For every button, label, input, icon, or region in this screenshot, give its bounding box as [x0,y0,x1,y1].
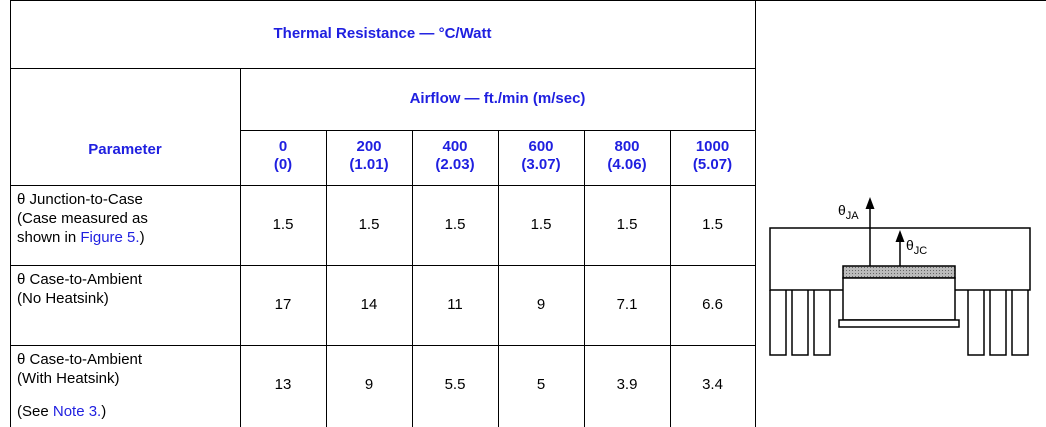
cell-value: 14 [360,296,378,313]
column-ms: (2.03) [435,156,475,173]
column-flow: 600 [528,138,554,155]
border [10,185,755,186]
ref-link[interactable]: Figure 5. [80,229,140,246]
parameter-text: θ Junction-to-Case [17,191,143,208]
border [755,0,756,427]
border [584,130,585,427]
heat-spreader [842,265,956,279]
border [10,345,755,346]
cell-value: 9 [536,296,546,313]
cell-value: 1.5 [616,216,638,233]
pins [769,290,1029,356]
ref-link[interactable]: Note 3. [52,403,102,420]
border [10,0,1046,1]
jc-label: θJC [906,237,927,257]
parameter-text: θ Case-to-Ambient [17,271,143,288]
parameter-header: Parameter [88,141,162,158]
parameter-ref: shown in Figure 5.) [17,229,145,247]
border [412,130,413,427]
cell-value: 11 [447,296,463,313]
column-flow: 200 [356,138,382,155]
parameter-ref: (See Note 3.) [17,403,106,421]
airflow-header: Airflow — ft./min (m/sec) [409,90,586,107]
border [670,130,671,427]
table-title: Thermal Resistance — °C/Watt [273,25,492,42]
cell-value: 1.5 [272,216,294,233]
column-ms: (3.07) [521,156,561,173]
cell-value: 5 [536,376,546,393]
border [326,130,327,427]
ref-prefix: shown in [17,229,81,246]
border [498,130,499,427]
border [240,130,755,131]
column-ms: (4.06) [607,156,647,173]
ja-label: θJA [838,202,859,222]
cell-value: 17 [274,296,292,313]
cell-value: 1.5 [444,216,466,233]
parameter-text: θ Case-to-Ambient [17,351,143,368]
parameter-text: (No Heatsink) [17,290,109,307]
cell-value: 1.5 [358,216,380,233]
parameter-text: (Case measured as [17,210,148,227]
column-ms: (1.01) [349,156,389,173]
border [10,265,755,266]
border [240,68,241,427]
column-flow: 800 [614,138,640,155]
cell-value: 1.5 [702,216,723,233]
ref-suffix: ) [101,403,107,420]
border [10,68,755,69]
cell-value: 7.1 [616,296,638,313]
cell-value: 13 [274,376,292,393]
cell-value: 9 [364,376,374,393]
column-flow: 1000 [695,138,730,155]
column-ms: (0) [273,156,293,173]
cell-value: 3.4 [702,376,723,393]
parameter-text: (With Heatsink) [17,370,120,387]
cell-value: 5.5 [444,376,466,393]
cell-value: 1.5 [530,216,552,233]
ref-prefix: (See [17,403,53,420]
die [842,277,956,321]
die-base [838,319,960,328]
column-flow: 0 [278,138,288,155]
cell-value: 6.6 [702,296,723,313]
ref-suffix: ) [139,229,145,246]
column-flow: 400 [442,138,468,155]
border [10,0,11,427]
cell-value: 3.9 [616,376,638,393]
column-ms: (5.07) [692,156,733,173]
